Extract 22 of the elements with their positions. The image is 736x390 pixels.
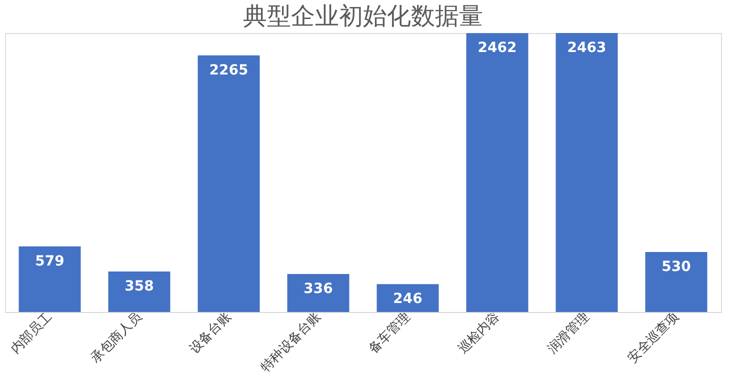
chart-title: 典型企业初始化数据量: [243, 2, 483, 30]
x-tick-label: 安全巡查项: [624, 308, 682, 366]
x-tick-label: 巡检内容: [454, 308, 503, 357]
bar: [376, 284, 439, 312]
bar: [556, 33, 618, 312]
bar: [18, 246, 81, 312]
bar: [466, 33, 528, 312]
bar: [287, 274, 350, 312]
data-label: 358: [124, 278, 154, 294]
x-tick-label: 承包商人员: [88, 310, 145, 366]
data-label: 246: [393, 291, 422, 308]
data-label: 2463: [567, 40, 606, 56]
data-label: 2462: [478, 40, 517, 56]
data-label: 530: [662, 258, 692, 275]
data-label: 579: [35, 253, 64, 270]
bar: [645, 252, 708, 312]
x-tick-label: 设备台账: [187, 310, 234, 357]
bar: [108, 271, 170, 312]
x-tick-label: 特种设备台账: [258, 310, 324, 376]
bar: [198, 55, 260, 312]
data-label: 336: [304, 280, 333, 297]
data-label: 2265: [209, 62, 248, 78]
